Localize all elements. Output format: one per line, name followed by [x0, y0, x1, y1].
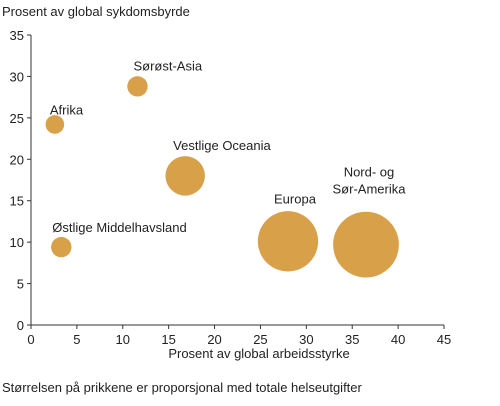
- bubble: [257, 211, 319, 272]
- x-tick-label: 30: [299, 332, 313, 347]
- x-axis-label: Prosent av global arbeidsstyrke: [168, 346, 349, 361]
- y-axis-label: Prosent av global sykdomsbyrde: [2, 4, 190, 19]
- bubble: [165, 156, 205, 196]
- bubble-label: Europa: [274, 191, 317, 206]
- y-tick-label: 35: [10, 28, 24, 43]
- x-tick-label: 20: [207, 332, 221, 347]
- bubble-label: Afrika: [50, 102, 84, 117]
- bubble-label: Sør-Amerika: [333, 182, 407, 197]
- bubble-label: Sørøst-Asia: [133, 58, 202, 73]
- y-tick-label: 20: [10, 152, 24, 167]
- bubble: [51, 236, 72, 258]
- bubble-label: Vestlige Oceania: [173, 138, 271, 153]
- x-tick-label: 25: [253, 332, 267, 347]
- y-tick-label: 25: [10, 111, 24, 126]
- x-tick-label: 15: [161, 332, 175, 347]
- bubble: [127, 76, 148, 97]
- x-tick-label: 0: [27, 332, 34, 347]
- bubble-label: Østlige Middelhavsland: [52, 220, 186, 235]
- y-tick-label: 10: [10, 235, 24, 250]
- bubble: [45, 115, 65, 134]
- y-tick-label: 30: [10, 69, 24, 84]
- x-tick-label: 5: [73, 332, 80, 347]
- plot-area: 0 5 10 15 20 25 30 35 0 5 10 15 20 25 30 35 40 45 Afrika Sø…: [10, 28, 452, 347]
- y-tick-label: 0: [17, 318, 24, 333]
- y-tick-label: 5: [17, 277, 24, 292]
- bubble: [333, 211, 399, 278]
- y-tick-label: 15: [10, 194, 24, 209]
- x-tick-label: 35: [345, 332, 359, 347]
- x-tick-label: 40: [391, 332, 405, 347]
- x-tick-label: 10: [116, 332, 130, 347]
- bubble-label: Nord- og: [344, 165, 395, 180]
- x-tick-label: 45: [437, 332, 451, 347]
- footnote: Størrelsen på prikkene er proporsjonal m…: [2, 380, 363, 395]
